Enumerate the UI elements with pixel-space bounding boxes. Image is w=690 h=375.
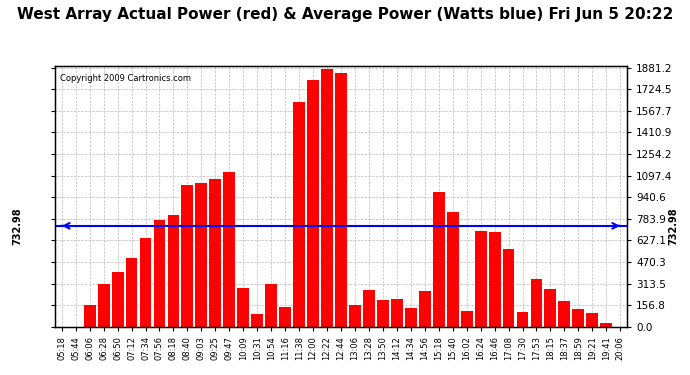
- Bar: [363, 290, 375, 327]
- Bar: [349, 305, 361, 327]
- Bar: [377, 300, 388, 327]
- Bar: [279, 307, 291, 327]
- Bar: [573, 309, 584, 327]
- Bar: [531, 279, 542, 327]
- Bar: [419, 291, 431, 327]
- Text: 732.98: 732.98: [668, 207, 678, 245]
- Bar: [195, 183, 207, 327]
- Bar: [139, 238, 151, 327]
- Bar: [251, 314, 263, 327]
- Bar: [586, 313, 598, 327]
- Bar: [126, 258, 137, 327]
- Bar: [307, 80, 319, 327]
- Bar: [475, 231, 486, 327]
- Bar: [321, 69, 333, 327]
- Text: 732.98: 732.98: [12, 207, 23, 245]
- Bar: [224, 172, 235, 327]
- Bar: [181, 185, 193, 327]
- Bar: [544, 290, 556, 327]
- Bar: [154, 220, 166, 327]
- Bar: [405, 308, 417, 327]
- Bar: [335, 73, 347, 327]
- Bar: [209, 179, 221, 327]
- Text: West Array Actual Power (red) & Average Power (Watts blue) Fri Jun 5 20:22: West Array Actual Power (red) & Average …: [17, 8, 673, 22]
- Bar: [600, 322, 612, 327]
- Text: Copyright 2009 Cartronics.com: Copyright 2009 Cartronics.com: [61, 74, 192, 83]
- Bar: [168, 216, 179, 327]
- Bar: [391, 299, 403, 327]
- Bar: [433, 192, 444, 327]
- Bar: [237, 288, 249, 327]
- Bar: [98, 284, 110, 327]
- Bar: [83, 305, 96, 327]
- Bar: [446, 211, 459, 327]
- Bar: [112, 272, 124, 327]
- Bar: [502, 249, 515, 327]
- Bar: [293, 102, 305, 327]
- Bar: [489, 232, 500, 327]
- Bar: [558, 301, 571, 327]
- Bar: [461, 311, 473, 327]
- Bar: [265, 284, 277, 327]
- Bar: [517, 312, 529, 327]
